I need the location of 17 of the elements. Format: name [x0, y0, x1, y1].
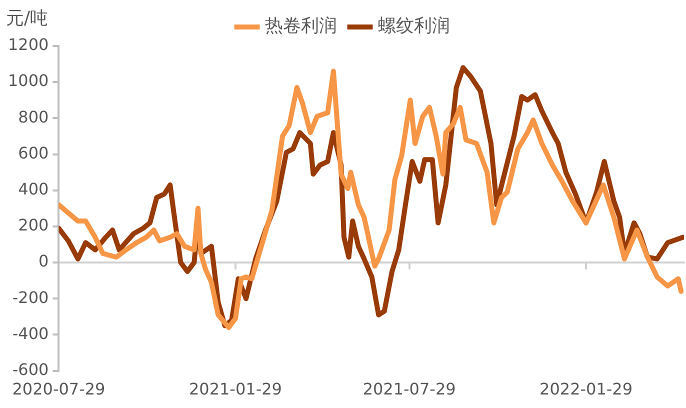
legend-label: 螺纹利润 — [378, 16, 450, 37]
x-tick-label: 2022-01-29 — [540, 380, 633, 399]
legend-label: 热卷利润 — [265, 16, 337, 37]
y-tick-label: -200 — [12, 288, 49, 307]
y-tick-label: 1000 — [8, 71, 49, 90]
y-tick-label: 400 — [18, 180, 49, 199]
y-tick-label: 600 — [18, 143, 49, 162]
y-tick-label: 0 — [38, 252, 49, 271]
y-tick-label: -400 — [12, 324, 49, 343]
y-tick-label: 200 — [18, 216, 49, 235]
y-tick-label: 800 — [18, 107, 49, 126]
y-tick-label: 1200 — [8, 35, 49, 54]
x-tick-label: 2021-01-29 — [188, 380, 282, 399]
x-tick-label: 2021-07-29 — [362, 380, 456, 399]
y-axis-title: 元/吨 — [6, 7, 48, 30]
y-tick-label: -600 — [12, 360, 49, 379]
x-tick-label: 2020-07-29 — [12, 380, 106, 399]
